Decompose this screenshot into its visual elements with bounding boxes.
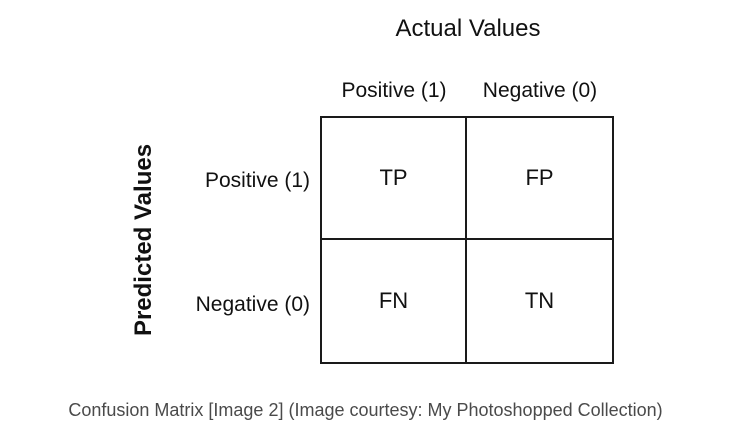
actual-values-title: Actual Values	[395, 15, 541, 42]
confusion-matrix-grid: TP FP FN TN	[320, 116, 614, 364]
cell-false-negative: FN	[322, 240, 467, 362]
row-label-negative: Negative (0)	[195, 293, 310, 316]
cell-true-negative: TN	[524, 288, 555, 313]
cell-false-positive: FP	[467, 118, 612, 240]
image-caption: Confusion Matrix [Image 2] (Image courte…	[68, 400, 663, 420]
column-label-positive: Positive (1)	[341, 79, 447, 102]
cell-true-positive: TP	[322, 118, 467, 240]
row-label-positive: Positive (1)	[204, 169, 310, 192]
predicted-values-title: Predicted Values	[130, 143, 157, 337]
column-label-negative: Negative (0)	[482, 79, 598, 102]
